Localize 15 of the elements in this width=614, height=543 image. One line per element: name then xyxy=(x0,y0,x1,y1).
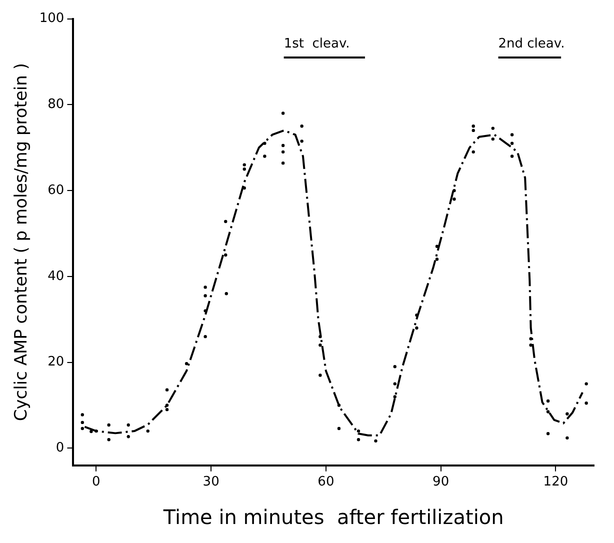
y-tick-label: 0 xyxy=(56,440,64,456)
y-tick-label: 20 xyxy=(48,354,64,370)
y-tick-label: 40 xyxy=(48,268,64,284)
x-tick-label: 120 xyxy=(543,474,568,490)
annotation: 2nd cleav. xyxy=(498,36,565,52)
y-tick-label: 80 xyxy=(48,97,64,112)
x-tick-label: 90 xyxy=(432,474,450,490)
x-tick-label: 30 xyxy=(202,474,220,490)
x-tick-label: 0 xyxy=(92,474,100,490)
y-tick-label: 100 xyxy=(39,11,64,26)
x-tick-label: 60 xyxy=(318,474,334,490)
annotation: 1st cleav. xyxy=(284,36,350,52)
x-axis-title: Time in minutes after fertilization xyxy=(162,505,504,530)
y-axis-title: Cyclic AMP content ( p moles/mg protein ) xyxy=(12,63,32,422)
y-tick-label: 60 xyxy=(48,182,64,198)
